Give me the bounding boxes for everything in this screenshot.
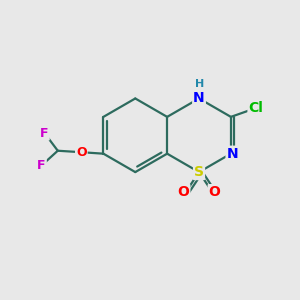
Text: O: O <box>76 146 87 159</box>
Text: O: O <box>209 185 220 199</box>
Text: F: F <box>37 159 46 172</box>
Text: S: S <box>194 165 204 179</box>
Text: F: F <box>40 127 49 140</box>
Text: H: H <box>195 79 204 89</box>
Text: O: O <box>178 185 189 199</box>
Text: N: N <box>193 92 205 106</box>
Text: Cl: Cl <box>248 101 263 115</box>
Text: N: N <box>226 147 238 161</box>
